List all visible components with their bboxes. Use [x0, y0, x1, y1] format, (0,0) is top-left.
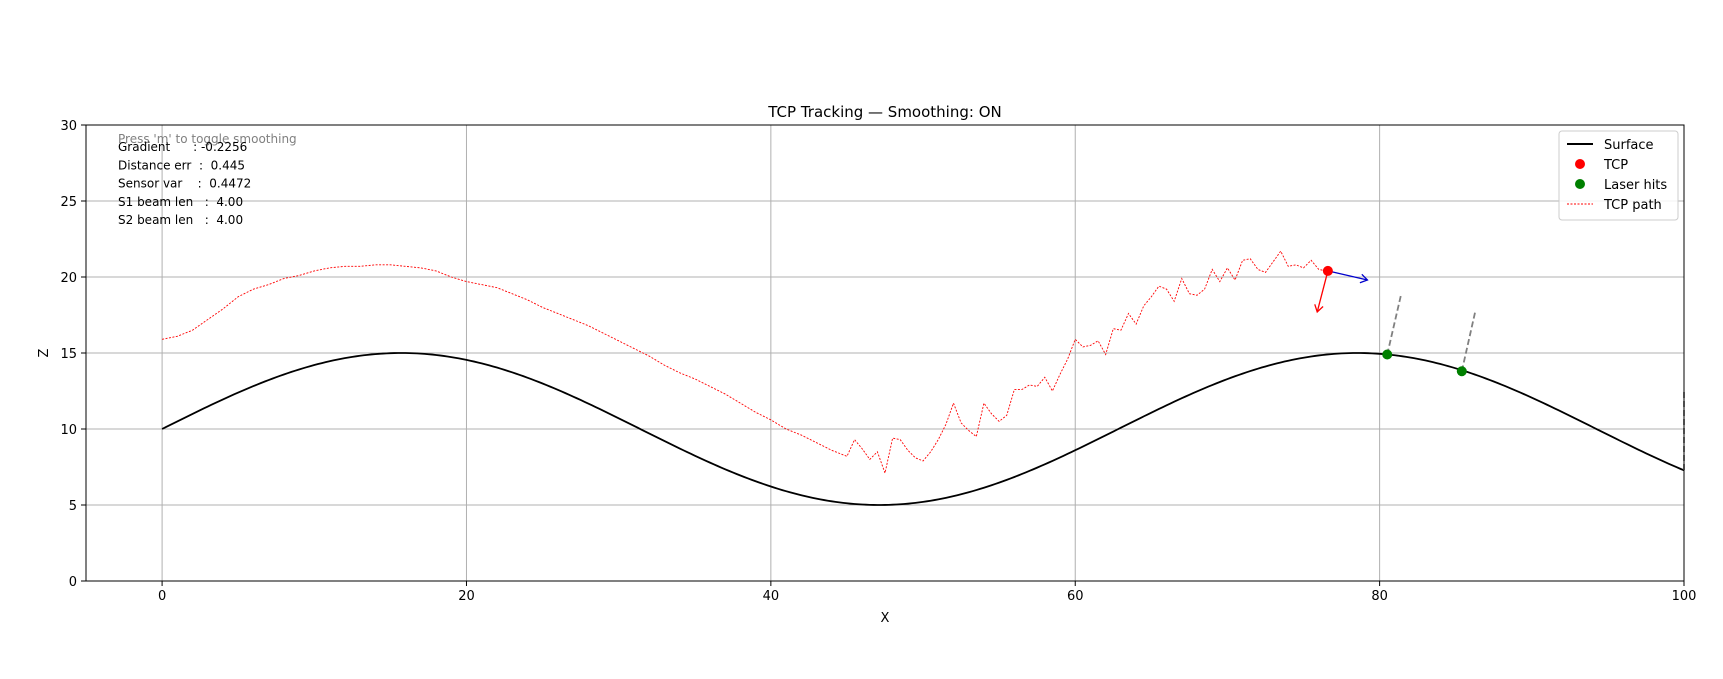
legend-laser-label: Laser hits [1604, 178, 1667, 193]
surface-line [161, 352, 1685, 506]
tcp-marker [1322, 265, 1333, 276]
x-tick-label: 20 [458, 589, 475, 604]
tick-layer: 0 20 40 60 80 100 0 5 10 15 20 25 30 [60, 119, 1696, 604]
y-tick-label: 5 [69, 499, 77, 514]
marker-layer [1314, 265, 1467, 377]
x-tick-label: 60 [1067, 589, 1084, 604]
legend-tcp-label: TCP [1603, 158, 1628, 173]
x-axis-label: X [881, 611, 890, 626]
info-line: Sensor var : 0.4472 [118, 177, 251, 191]
laser-beam [1386, 295, 1402, 355]
legend-path-label: TCP path [1603, 198, 1662, 213]
surface-layer [161, 352, 1685, 506]
info-panel: Gradient : -0.2256 Distance err : 0.445 Se… [118, 140, 251, 227]
tcp-normal-arrow-shaft [1316, 270, 1329, 313]
legend: Surface TCP Laser hits TCP path [1558, 130, 1679, 221]
legend-laser-swatch [1575, 179, 1585, 189]
y-axis-label: Z [37, 348, 52, 357]
x-tick-label: 100 [1672, 589, 1697, 604]
laser-hit-marker [1382, 349, 1393, 360]
tcp-tangent-arrow-shaft [1327, 270, 1368, 281]
x-tick-label: 40 [763, 589, 780, 604]
y-tick-label: 0 [69, 575, 77, 590]
beam-layer [1386, 295, 1685, 471]
y-tick-label: 30 [60, 119, 77, 134]
y-tick-label: 20 [60, 271, 77, 286]
tcp-normal-arrow-head [1314, 304, 1324, 314]
legend-box [1558, 130, 1679, 221]
info-line: S1 beam len : 4.00 [118, 195, 243, 209]
smoothing-hint: Press 'm' to toggle smoothing [118, 132, 297, 146]
legend-tcp-swatch [1575, 159, 1585, 169]
y-tick-label: 10 [60, 423, 77, 438]
x-tick-label: 0 [158, 589, 166, 604]
legend-surface-label: Surface [1604, 138, 1654, 153]
laser-beam [1460, 310, 1477, 372]
laser-hit-marker [1456, 366, 1467, 377]
tcp-path-line [162, 250, 1327, 475]
info-line: S2 beam len : 4.00 [118, 213, 243, 227]
y-tick-label: 25 [60, 195, 77, 210]
chart-title: TCP Tracking — Smoothing: ON [767, 103, 1001, 121]
x-tick-label: 80 [1371, 589, 1388, 604]
tcp-path-layer [162, 250, 1327, 475]
grid-lines [86, 124, 1685, 582]
info-line: Distance err : 0.445 [118, 158, 245, 172]
y-tick-label: 15 [60, 347, 77, 362]
tcp-tangent-arrow-head [1359, 273, 1369, 284]
info-line: Gradient : -0.2256 [118, 140, 247, 154]
